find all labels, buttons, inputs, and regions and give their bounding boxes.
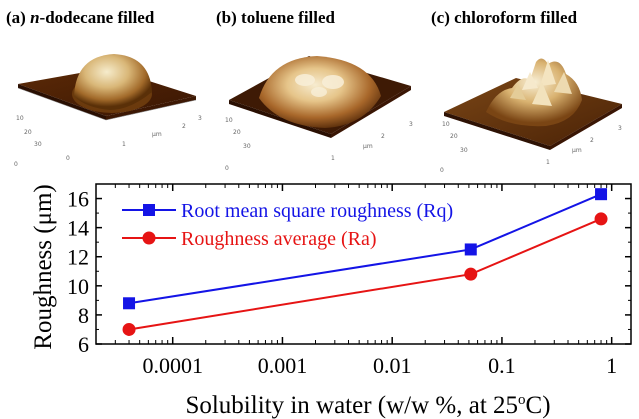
- chart-series: [122, 188, 608, 336]
- afm-a-corner-label: 0: [14, 161, 18, 168]
- afm-c-ytick-2: 20: [450, 133, 458, 140]
- afm-c-ticks: 0 30 20 10 1 μm 2 3: [440, 121, 622, 174]
- data-point-ra: [594, 212, 608, 226]
- panel-a-prefix: (a): [6, 8, 31, 27]
- afm-b-ytick-1: 30: [243, 143, 251, 150]
- x-tick-label: 0.0001: [142, 353, 203, 378]
- afm-c-ytick-1: 30: [460, 147, 468, 154]
- afm-b-unit: μm: [363, 143, 373, 150]
- x-tick-label: 0.01: [373, 353, 412, 378]
- afm-surface-a-image: 0 30 20 10 0 1 μm 2 3: [14, 54, 202, 168]
- afm-b-xtick-1: 1: [331, 155, 335, 162]
- data-point-rq: [123, 297, 136, 310]
- afm-a-surface: [18, 54, 196, 120]
- afm-c-xtick-3: 3: [618, 125, 622, 132]
- y-axis-label: Roughness (μm): [30, 184, 57, 349]
- afm-c-ytick-3: 10: [442, 121, 450, 128]
- x-tick-label: 0.001: [258, 353, 308, 378]
- panel-c-title: (c) chloroform filled: [431, 8, 578, 27]
- y-tick-label: 14: [67, 216, 89, 241]
- legend-label-2: Roughness average (Ra): [181, 228, 377, 250]
- data-point-ra: [464, 267, 478, 281]
- roughness-chart: 6 8 10 12 14 16 0.0001 0.001 0.01 0.1 1 Root mean …: [30, 183, 632, 419]
- afm-surface-c-image: 0 30 20 10 1 μm 2 3: [440, 58, 622, 174]
- afm-a-ytick-3: 10: [16, 115, 24, 122]
- data-point-rq: [595, 188, 608, 201]
- afm-a-unit: μm: [152, 131, 162, 138]
- afm-b-xtick-3: 3: [409, 121, 413, 128]
- afm-b-ticks: 0 30 20 10 1 μm 2 3: [225, 117, 413, 172]
- afm-a-xtick-3: 2: [182, 123, 186, 130]
- afm-a-xtick-2: 1: [122, 141, 126, 148]
- data-point-ra: [122, 322, 136, 336]
- afm-a-xtick-1: 0: [66, 155, 70, 162]
- y-tick-label: 12: [67, 245, 89, 270]
- legend-label-1: Root mean square roughness (Rq): [181, 200, 453, 222]
- x-tick-label: 1: [606, 353, 617, 378]
- afm-b-xtick-2: 2: [381, 133, 385, 140]
- afm-a-ticks: 0 30 20 10 0 1 μm 2 3: [14, 115, 202, 168]
- afm-b-corner-label: 0: [225, 165, 229, 172]
- afm-a-ytick-2: 20: [24, 129, 32, 136]
- afm-a-ytick-1: 30: [34, 141, 42, 148]
- afm-b-ytick-2: 20: [233, 129, 241, 136]
- panel-b-title: (b) toluene filled: [216, 8, 335, 27]
- afm-c-xtick-2: 2: [590, 137, 594, 144]
- y-tick-label: 16: [67, 187, 89, 212]
- legend-marker-ra: [142, 231, 156, 245]
- x-axis-label: Solubility in water (w/w %, at 25oC): [185, 392, 550, 419]
- afm-c-surface: [444, 58, 622, 150]
- panel-a-suffix: -dodecane filled: [39, 8, 155, 27]
- x-tick-label: 0.1: [488, 353, 516, 378]
- afm-b-ytick-3: 10: [225, 117, 233, 124]
- chart-axes: 6 8 10 12 14 16 0.0001 0.001 0.01 0.1 1: [67, 183, 632, 378]
- y-tick-label: 8: [78, 303, 89, 328]
- chart-legend: Root mean square roughness (Rq) Roughness…: [122, 200, 453, 250]
- afm-a-xtick-4: 3: [198, 115, 202, 122]
- y-tick-label: 10: [67, 274, 89, 299]
- afm-c-corner-label: 0: [440, 167, 444, 174]
- afm-c-xtick-1: 1: [546, 159, 550, 166]
- afm-surface-b-image: 0 30 20 10 1 μm 2 3: [225, 56, 413, 172]
- data-point-rq: [464, 243, 477, 256]
- x-axis-label-main: Solubility in water (w/w %, at 25: [185, 392, 518, 419]
- afm-a-frame: [17, 87, 197, 121]
- panel-a-italic: n: [30, 8, 40, 27]
- legend-marker-rq: [143, 204, 155, 216]
- x-axis-label-sup: o: [518, 392, 526, 408]
- afm-c-unit: μm: [572, 147, 582, 154]
- plot-frame: [95, 183, 632, 345]
- x-axis-label-end: C): [526, 392, 551, 419]
- y-tick-label: 6: [78, 332, 89, 357]
- afm-b-surface: [229, 56, 411, 138]
- panel-a-title: (a) n-dodecane filled: [6, 8, 154, 28]
